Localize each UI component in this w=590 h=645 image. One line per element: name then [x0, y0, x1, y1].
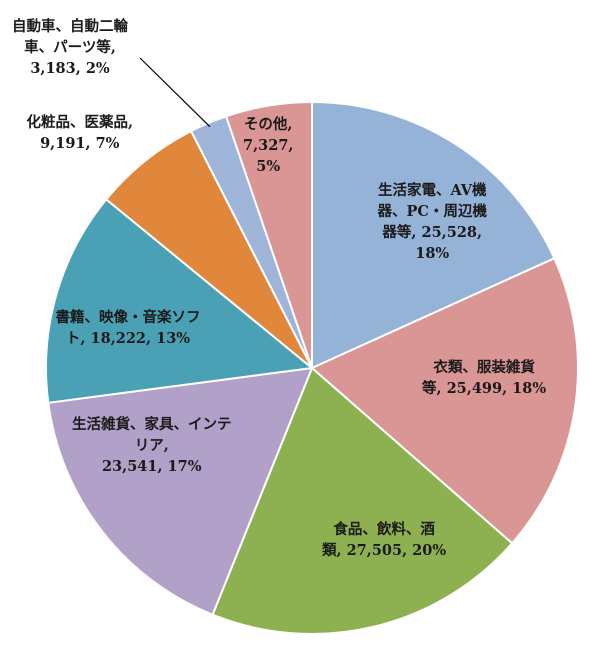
pie-slice-appliances — [311, 100, 556, 370]
pie-slice-other — [224, 100, 313, 369]
slice-label-other: その他, 7,327, 5% — [243, 114, 293, 177]
slice-label-line: 器等, 25,528, — [382, 224, 483, 241]
slice-label-line: 9,191, 7% — [40, 135, 120, 152]
slice-label-food: 食品、飲料、酒 類, 27,505, 20% — [322, 519, 446, 561]
slice-label-line: 18% — [415, 245, 450, 262]
slice-label-line: 5% — [256, 157, 281, 175]
pie-slice-cosmetics — [104, 129, 313, 369]
slice-label-line: 生活家電、AV機 — [378, 182, 487, 199]
slice-label-household: 生活雑貨、家具、インテ リア, 23,541, 17% — [72, 414, 232, 477]
slice-label-line: 23,541, 17% — [101, 457, 202, 475]
slice-label-line: 類, 27,505, 20% — [322, 542, 447, 559]
slice-label-line: 等, 25,499, 18% — [422, 380, 547, 397]
slice-label-appliances: 生活家電、AV機 器、PC・周辺機 器等, 25,528, 18% — [378, 180, 487, 264]
slice-label-line: 3,183, 2% — [30, 59, 110, 77]
slice-label-line: リア, — [134, 436, 169, 454]
slice-label-line: 生活雑貨、家具、インテ — [72, 415, 232, 433]
slice-label-line: 書籍、映像・音楽ソフ — [55, 309, 201, 326]
pie-slice-clothing — [310, 256, 579, 545]
slice-label-line: 自動車、自動二輪 — [12, 17, 128, 35]
slice-label-books: 書籍、映像・音楽ソフ ト, 18,222, 13% — [56, 307, 201, 349]
slice-label-cosmetics: 化粧品、医薬品, 9,191, 7% — [27, 112, 134, 154]
slice-label-line: 食品、飲料、酒 — [333, 521, 435, 538]
slice-label-line: 7,327, — [243, 136, 294, 154]
pie-slice-household — [47, 366, 314, 617]
leader-line-automobile — [139, 57, 211, 128]
slice-label-automobile: 自動車、自動二輪 車、パーツ等, 3,183, 2% — [12, 16, 128, 79]
pie-slice-food — [211, 366, 514, 635]
slice-label-line: 車、パーツ等, — [24, 38, 116, 56]
slice-label-line: 化粧品、医薬品, — [26, 114, 134, 131]
slice-label-line: ト, 18,222, 13% — [65, 330, 191, 347]
slice-label-line: 器、PC・周辺機 — [377, 203, 487, 220]
slice-label-clothing: 衣類、服装雑貨 等, 25,499, 18% — [422, 357, 546, 399]
slice-label-line: その他, — [243, 115, 293, 133]
slice-label-line: 衣類、服装雑貨 — [433, 359, 535, 376]
pie-slice-books — [45, 197, 315, 404]
